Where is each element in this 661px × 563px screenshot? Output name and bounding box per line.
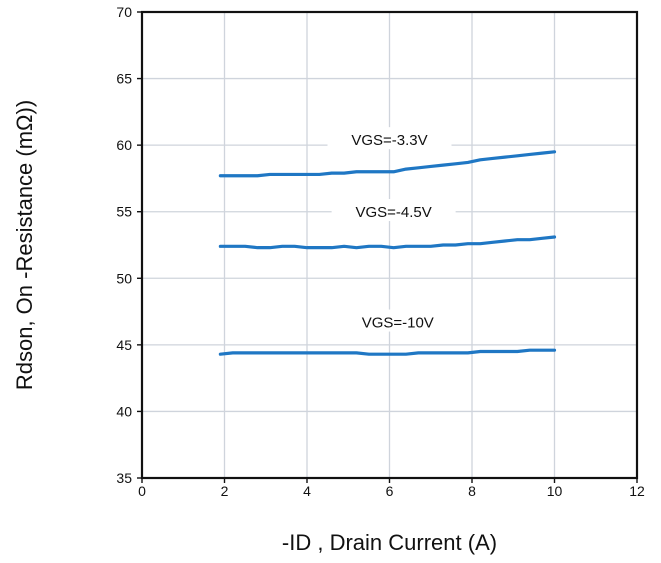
x-tick-label: 6	[386, 483, 394, 499]
y-tick-label: 65	[116, 71, 132, 87]
series-label-text-3: VGS=-10V	[362, 315, 434, 332]
series-label-layer: VGS=-3.3V VGS=-4.5V VGS=-10V	[327, 127, 460, 332]
y-tick-label: 70	[116, 4, 132, 20]
y-tick-label: 35	[116, 470, 132, 486]
x-tick-label: 0	[138, 483, 146, 499]
series-label-2: VGS=-4.5V	[331, 199, 456, 222]
series-label-text-1: VGS=-3.3V	[351, 132, 427, 149]
series-label-text-2: VGS=-4.5V	[355, 204, 431, 221]
x-axis-title: -ID , Drain Current (A)	[282, 530, 497, 555]
y-axis-title: Rdson, On -Resistance (mΩ))	[12, 100, 37, 390]
y-tick-label: 55	[116, 204, 132, 220]
tick-layer: 0 2 4 6 8 10 12 35 40 45 50 55 60 65 70	[116, 4, 645, 499]
series-label-bg-2	[331, 199, 456, 222]
series-line-3	[218, 348, 557, 356]
series-label-bg-1	[327, 127, 452, 150]
x-tick-label: 8	[468, 483, 476, 499]
grid-layer	[142, 12, 637, 478]
y-tick-label: 40	[116, 403, 132, 419]
series-layer	[218, 150, 557, 356]
y-tick-label: 60	[116, 137, 132, 153]
x-tick-label: 4	[303, 483, 311, 499]
x-tick-label: 2	[221, 483, 229, 499]
y-tick-label: 50	[116, 270, 132, 286]
series-line-1	[218, 150, 557, 178]
x-tick-label: 10	[547, 483, 563, 499]
series-line-2	[218, 235, 557, 250]
y-tick-label: 45	[116, 337, 132, 353]
x-tick-label: 12	[629, 483, 645, 499]
series-label-bg-3	[335, 309, 460, 332]
series-label-3: VGS=-10V	[335, 309, 460, 332]
series-label-1: VGS=-3.3V	[327, 127, 452, 150]
